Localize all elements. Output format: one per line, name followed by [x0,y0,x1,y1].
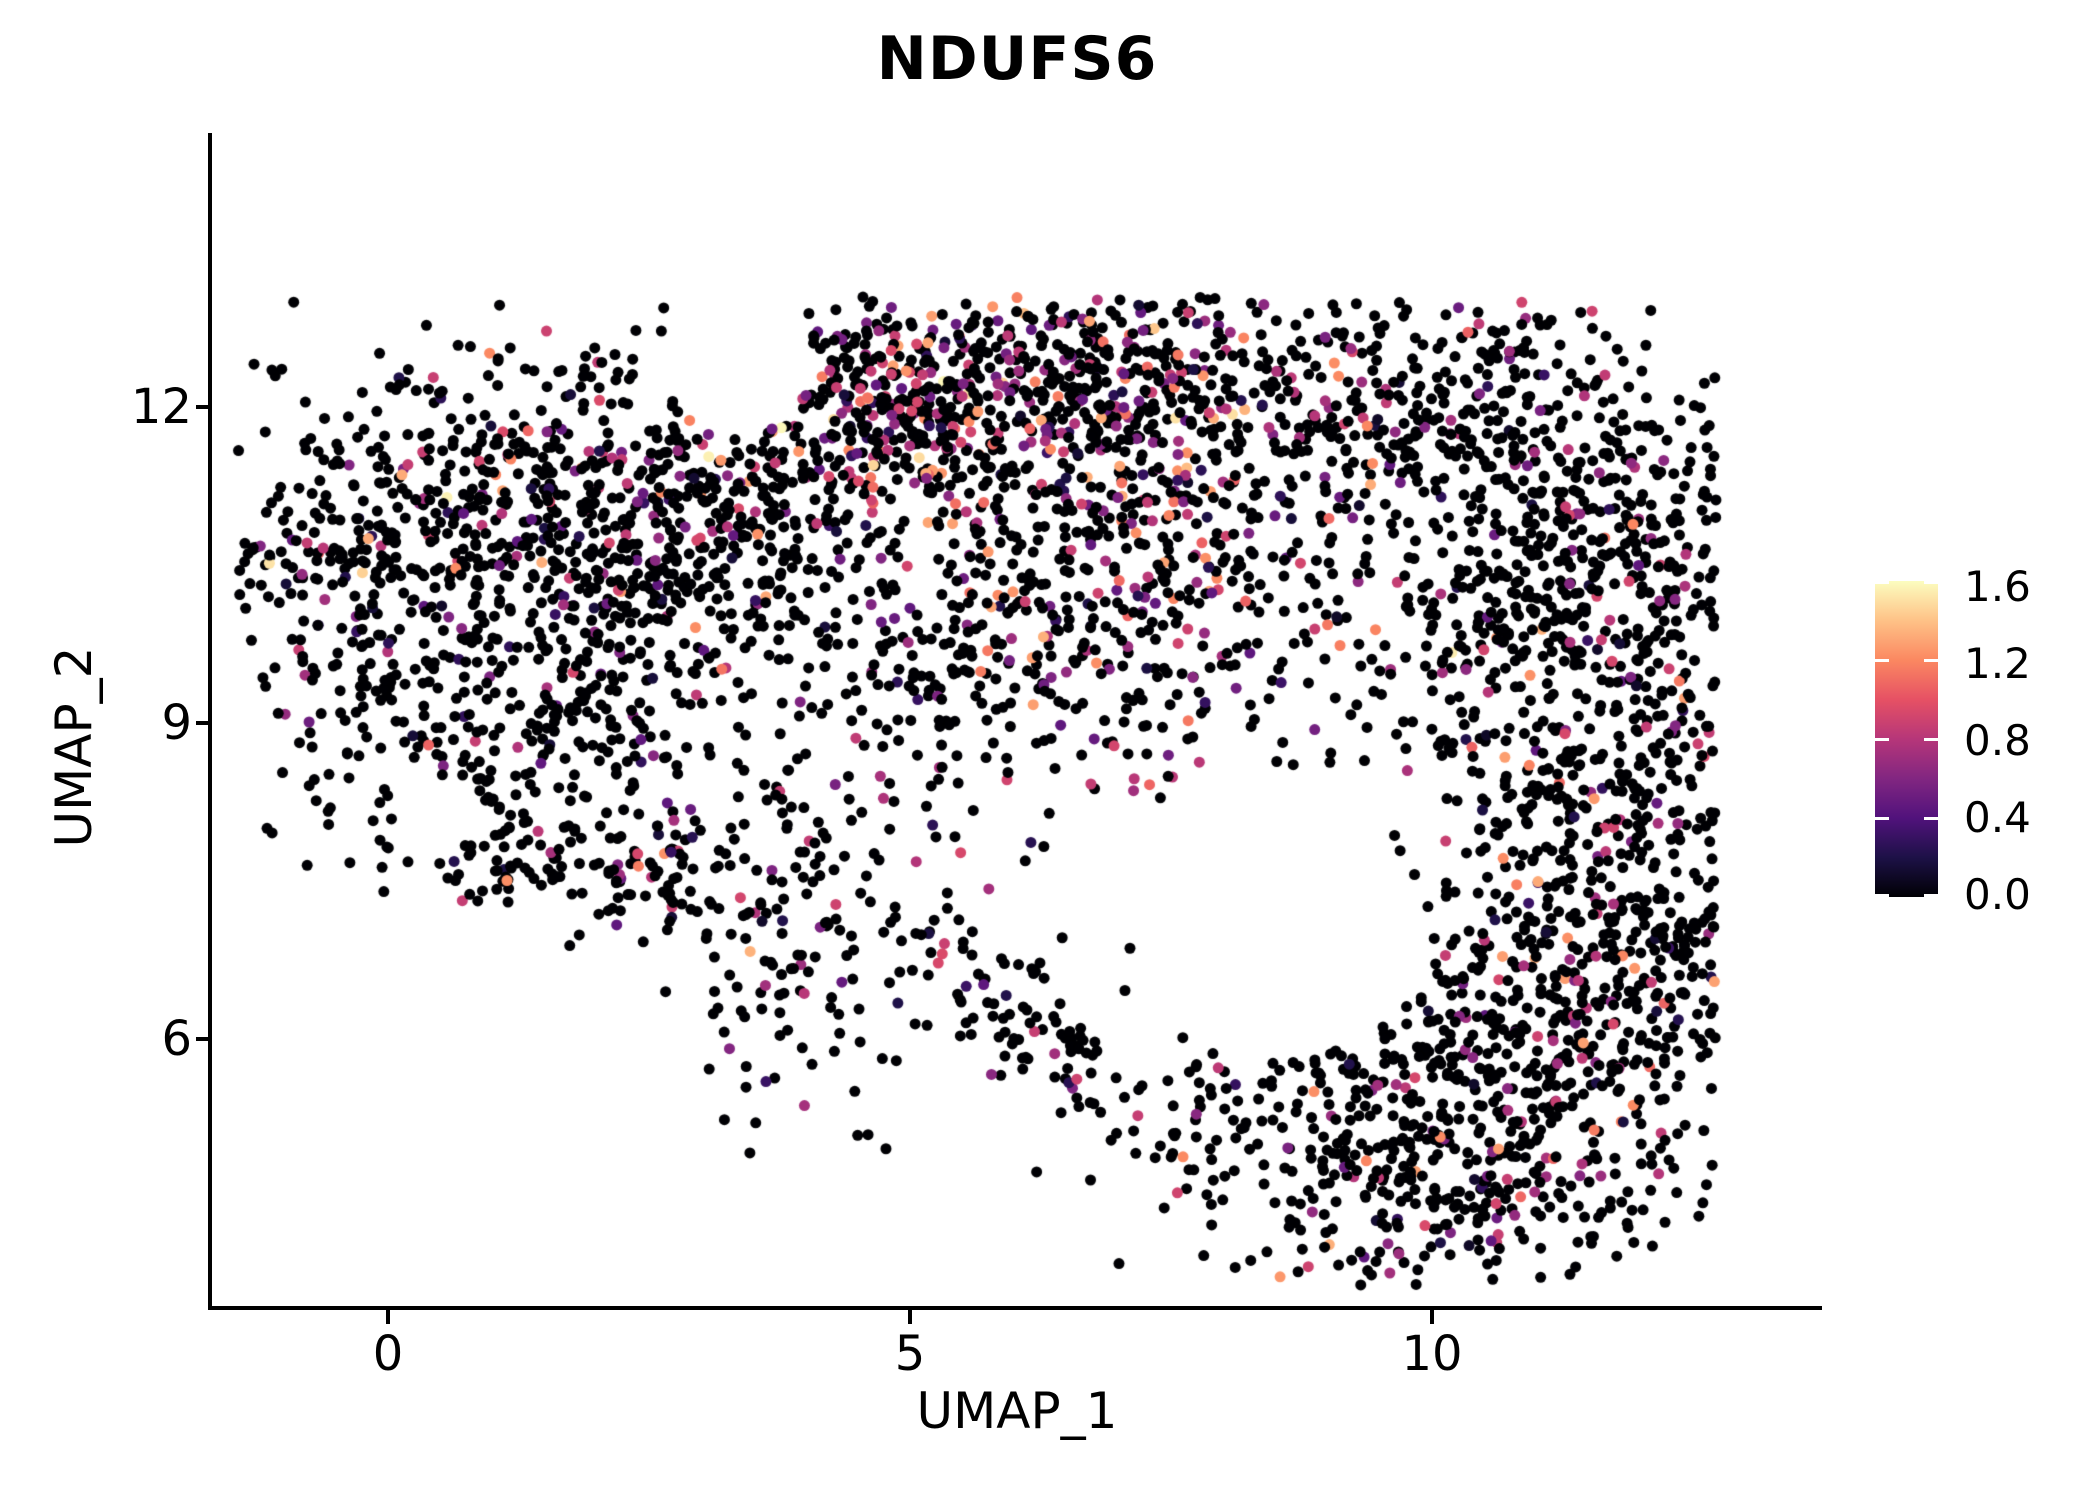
colorbar-tick-mark [1875,894,1889,897]
y-tick-label-6: 6 [161,1011,192,1067]
y-tick-9 [196,721,210,725]
x-tick-label-10: 10 [1401,1326,1463,1382]
x-axis-line [208,1306,1822,1310]
y-tick-label-12: 12 [130,379,192,435]
y-axis-line [208,133,212,1310]
y-axis-title: UMAP_2 [45,646,103,848]
x-tick-5 [908,1310,912,1324]
colorbar-tick-mark [1875,659,1889,662]
y-tick-6 [196,1037,210,1041]
y-tick-12 [196,405,210,409]
colorbar-label-1-6: 1.6 [1964,562,2031,611]
plot-title: NDUFS6 [876,24,1158,94]
colorbar-tick-mark [1924,894,1938,897]
colorbar-tick-mark [1924,581,1938,584]
x-tick-label-5: 5 [894,1326,926,1382]
colorbar-tick-mark [1875,817,1889,820]
x-axis-title: UMAP_1 [916,1382,1118,1440]
colorbar-tick-mark [1924,659,1938,662]
colorbar-gradient [1875,581,1938,897]
colorbar-tick-mark [1924,738,1938,741]
colorbar-tick-mark [1924,817,1938,820]
x-tick-10 [1430,1310,1434,1324]
x-tick-0 [386,1310,390,1324]
colorbar-tick-mark [1875,738,1889,741]
colorbar-tick-mark [1875,581,1889,584]
colorbar-label-0-4: 0.4 [1964,793,2031,842]
x-tick-label-0: 0 [372,1326,404,1382]
colorbar-label-1-2: 1.2 [1964,639,2031,688]
colorbar-label-0-0: 0.0 [1964,870,2031,919]
y-tick-label-9: 9 [161,695,192,751]
colorbar-label-0-8: 0.8 [1964,716,2031,765]
